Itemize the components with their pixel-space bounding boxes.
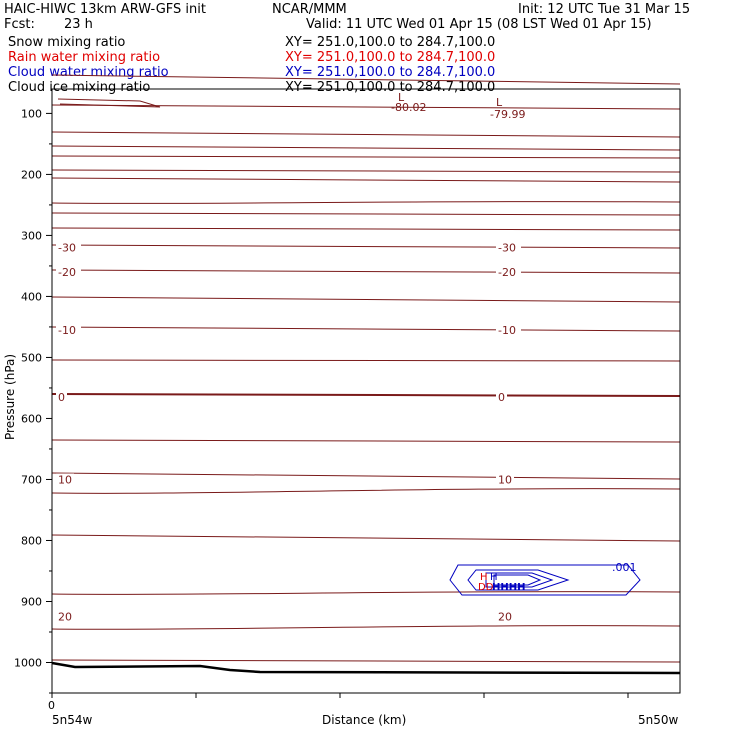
temperature-contour-line <box>51 131 681 138</box>
field-xy-rain: XY= 251.0,100.0 to 284.7,100.0 <box>285 50 496 65</box>
y-tick-label: 100 <box>21 107 42 120</box>
rain-label: DD <box>478 582 494 593</box>
y-axis-title: Pressure (hPa) <box>3 354 17 440</box>
y-tick-label: 800 <box>21 534 42 547</box>
forecast-label: Fcst: <box>4 17 35 32</box>
extremum-low-value-2: -79.99 <box>490 108 525 121</box>
temperature-contour-label-left: 0 <box>58 391 65 404</box>
temperature-contour-label-right-bg <box>496 266 521 279</box>
temperature-contour-line <box>51 488 681 494</box>
cloud-water-contours <box>449 564 641 596</box>
field-xy-cloud-ice: XY= 251.0,100.0 to 284.7,100.0 <box>285 80 496 95</box>
org-label: NCAR/MMM <box>272 2 347 17</box>
temperature-contour-label-left: -30 <box>58 242 76 255</box>
cloud-water-contour-2 <box>467 569 570 591</box>
temperature-contour-line <box>51 227 681 231</box>
field-name-rain: Rain water mixing ratio <box>8 50 161 65</box>
temperature-contour-line <box>51 212 681 216</box>
temperature-contour-label-left: -20 <box>58 266 76 279</box>
x-left-label: 5n54w <box>52 713 93 727</box>
y-tick-label: 400 <box>21 290 42 303</box>
temperature-contour-label-right-bg <box>496 241 521 254</box>
extremum-low-symbol-2: L <box>496 96 503 109</box>
temperature-contour-line <box>51 591 681 595</box>
temperature-contour-line <box>51 201 681 204</box>
temperature-contour-label-left-bg <box>56 391 67 404</box>
temperature-contour-label-right: 0 <box>498 391 505 404</box>
temperature-contour-label-right: 20 <box>498 611 512 624</box>
temperature-contour-label-right-bg <box>496 473 514 486</box>
extremum-low-symbol-1: L <box>398 91 405 104</box>
temperature-contour-line <box>51 269 681 274</box>
temperature-contour-label-left-bg <box>56 610 74 623</box>
field-xy-cloud-water: XY= 251.0,100.0 to 284.7,100.0 <box>285 65 496 80</box>
y-tick-label: 700 <box>21 473 42 486</box>
cloud-water-label: .001 <box>612 561 637 574</box>
temperature-contour-line <box>51 534 681 542</box>
temperature-contour-label-left: 10 <box>58 473 72 486</box>
temperature-contour-label-right: 10 <box>498 473 512 486</box>
temperature-contour-line <box>51 393 681 397</box>
temperature-contour-wedge <box>57 98 161 108</box>
x-right-label: 5n50w <box>638 713 679 727</box>
temperature-contours: -30 -30 -20 -20 -10 -10 0 0 10 10 20 20 <box>51 74 681 663</box>
temperature-contour-label-left: -10 <box>58 324 76 337</box>
temperature-contour-label-left-bg <box>56 473 74 486</box>
temperature-contour-label-right-bg <box>496 391 507 404</box>
forecast-hour: 23 h <box>64 17 93 32</box>
temperature-contour-label-right-bg <box>496 610 514 623</box>
cloud-water-contour-outer <box>449 564 641 596</box>
y-tick-label: 300 <box>21 229 42 242</box>
x-axis-title: Distance (km) <box>322 713 406 727</box>
temperature-contour-line <box>51 472 681 480</box>
field-name-snow: Snow mixing ratio <box>8 35 126 50</box>
cloud-water-contour-3 <box>485 572 554 588</box>
temperature-contour-label-left-bg <box>56 241 81 254</box>
temperature-contour-line <box>51 145 681 151</box>
model-title: HAIC-HIWC 13km ARW-GFS init <box>4 2 206 17</box>
temperature-contour-label-left-bg <box>56 266 81 279</box>
contour-overlap-label: HHHH <box>492 582 525 593</box>
temperature-contour-line <box>51 326 681 332</box>
terrain-line <box>51 661 681 675</box>
extremum-low-value-1: -80.02 <box>391 101 426 114</box>
temperature-contour-label-right: -10 <box>498 324 516 337</box>
rain-extremum-h: H <box>480 572 488 583</box>
y-tick-label: 1000 <box>14 656 42 669</box>
field-xy-snow: XY= 251.0,100.0 to 284.7,100.0 <box>285 35 496 50</box>
temperature-contour-line <box>51 359 681 362</box>
plot-frame <box>51 88 681 694</box>
y-tick-label: 200 <box>21 168 42 181</box>
y-tick-label: 900 <box>21 595 42 608</box>
y-tick-label: 600 <box>21 412 42 425</box>
temperature-contour-line <box>51 659 681 663</box>
field-name-cloud-ice: Cloud ice mixing ratio <box>8 80 151 95</box>
temperature-contour-label-right: -30 <box>498 242 516 255</box>
temperature-contour-line <box>51 296 681 303</box>
init-time: Init: 12 UTC Tue 31 Mar 15 <box>518 2 691 17</box>
temperature-contour-line <box>51 625 681 630</box>
y-tick-label: 500 <box>21 351 42 364</box>
temperature-contour-line <box>51 169 681 173</box>
temperature-contour-line <box>51 177 681 183</box>
cloud-water-contour-4 <box>493 574 542 586</box>
temperature-contour-line <box>51 155 681 159</box>
valid-time: Valid: 11 UTC Wed 01 Apr 15 (08 LST Wed … <box>306 17 652 32</box>
temperature-contour-line <box>51 244 681 249</box>
temperature-contour-label-right-bg <box>496 323 521 336</box>
cloud-water-extremum-h: H <box>490 572 498 583</box>
temperature-contour-label-left: 20 <box>58 611 72 624</box>
temperature-contour-label-left-bg <box>56 323 81 336</box>
temperature-contour-line <box>51 439 681 443</box>
temperature-contour-label-right: -20 <box>498 266 516 279</box>
x-tick-label-0: 0 <box>48 699 55 712</box>
temperature-contour-line <box>51 74 681 85</box>
